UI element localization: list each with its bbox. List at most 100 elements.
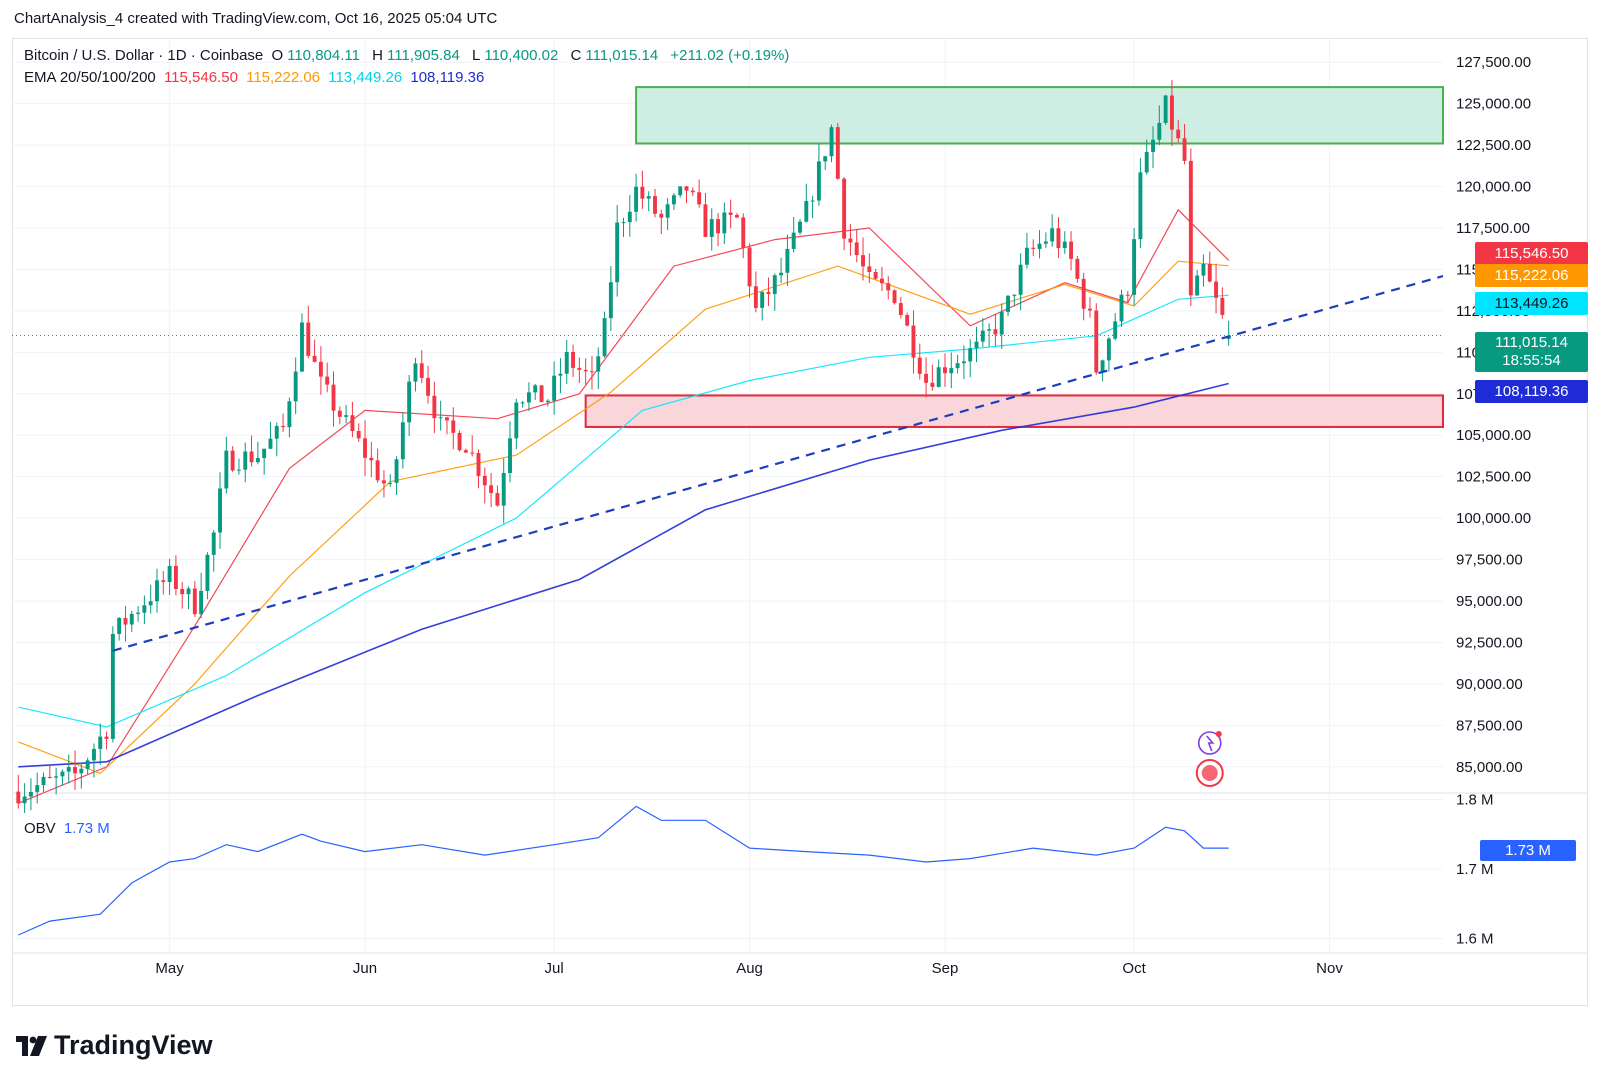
candle-2025-10-12 — [1201, 264, 1206, 276]
ema100-price-tag: 113,449.26 — [1475, 292, 1588, 315]
candle-2025-07-17 — [653, 196, 657, 214]
candle-2025-06-16 — [457, 432, 462, 451]
candle-2025-05-15 — [255, 458, 260, 463]
y-tick-label-117500: 117,500.00 — [1456, 220, 1530, 237]
candle-2025-06-17 — [463, 450, 468, 453]
candle-2025-08-06 — [779, 272, 784, 276]
candle-2025-10-15 — [1220, 297, 1225, 315]
obv-tick-label-0: 1.6 M — [1456, 931, 1494, 948]
candle-2025-07-10 — [608, 282, 613, 319]
candle-2025-08-19 — [861, 255, 865, 267]
candle-2025-04-30 — [161, 580, 166, 583]
candle-2025-06-10 — [419, 363, 424, 378]
candle-2025-07-14 — [634, 186, 639, 212]
candle-2025-08-31 — [936, 367, 941, 387]
candle-2025-05-26 — [325, 376, 330, 385]
candle-2025-09-09 — [993, 329, 998, 335]
candle-2025-05-13 — [243, 451, 248, 470]
candle-2025-05-31 — [356, 431, 361, 439]
candle-2025-05-19 — [281, 425, 286, 428]
candle-2025-09-16 — [1037, 243, 1042, 249]
candle-2025-08-27 — [911, 325, 916, 358]
ema50-price-tag: 115,222.06 — [1475, 264, 1588, 287]
candle-2025-10-11 — [1195, 275, 1200, 296]
candle-2025-06-20 — [482, 475, 487, 486]
chart-caption: ChartAnalysis_4 created with TradingView… — [14, 10, 498, 27]
tradingview-logo[interactable]: TradingView — [16, 1030, 213, 1061]
candle-2025-07-28 — [722, 212, 727, 234]
candle-2025-08-11 — [810, 200, 815, 202]
candle-2025-07-30 — [735, 214, 739, 218]
candle-2025-07-13 — [627, 211, 632, 223]
candle-2025-08-12 — [816, 161, 821, 201]
obv-legend[interactable]: OBV 1.73 M — [24, 820, 114, 837]
candle-2025-10-06 — [1163, 95, 1168, 123]
obv-label[interactable]: OBV — [24, 820, 56, 837]
candle-2025-08-13 — [823, 156, 828, 162]
candle-2025-10-01 — [1132, 239, 1137, 295]
candle-2025-05-05 — [192, 588, 197, 615]
candle-2025-05-14 — [249, 451, 254, 463]
candle-2025-09-22 — [1075, 258, 1080, 279]
y-tick-label-125000: 125,000.00 — [1456, 96, 1531, 113]
candle-2025-06-05 — [388, 482, 393, 484]
ema20-value: 115,546.50 — [163, 69, 238, 86]
candle-2025-05-03 — [180, 588, 185, 595]
candle-2025-06-30 — [545, 400, 550, 403]
candle-2025-08-09 — [798, 221, 802, 233]
y-tick-label-102500: 102,500.00 — [1456, 469, 1531, 486]
candle-2025-09-02 — [949, 368, 954, 374]
ema-label[interactable]: EMA 20/50/100/200 — [24, 69, 156, 86]
candle-2025-06-07 — [400, 422, 405, 460]
candle-2025-04-14 — [60, 771, 65, 777]
high-label: H — [372, 47, 383, 64]
candle-2025-06-27 — [526, 392, 531, 403]
candle-2025-05-09 — [218, 488, 222, 533]
event-dot-icon — [1215, 731, 1222, 737]
candle-2025-08-01 — [747, 247, 752, 287]
candle-2025-09-29 — [1119, 294, 1124, 322]
candle-2025-07-08 — [596, 356, 601, 372]
candle-2025-05-02 — [173, 565, 178, 589]
candle-2025-08-15 — [835, 127, 840, 179]
low-value: 110,400.02 — [484, 47, 559, 64]
candle-2025-04-19 — [91, 748, 96, 761]
candle-2025-05-12 — [236, 469, 241, 471]
candle-2025-07-20 — [671, 195, 676, 205]
candle-2025-09-25 — [1094, 310, 1099, 373]
candle-2025-07-16 — [646, 196, 651, 199]
x-tick-label-jun: Jun — [353, 960, 377, 977]
candle-2025-04-10 — [35, 785, 40, 792]
candle-2025-06-03 — [375, 460, 380, 481]
candle-2025-05-27 — [331, 384, 336, 411]
candle-2025-08-14 — [829, 127, 834, 157]
ema-legend[interactable]: EMA 20/50/100/200 115,546.50 115,222.06 … — [24, 69, 488, 86]
candle-2025-08-10 — [804, 201, 809, 222]
candle-2025-10-13 — [1207, 264, 1212, 282]
candle-2025-07-05 — [577, 367, 582, 370]
candle-2025-07-01 — [552, 375, 557, 401]
candle-2025-06-08 — [407, 381, 412, 423]
candle-2025-07-04 — [571, 351, 576, 368]
candle-2025-04-15 — [66, 767, 71, 772]
candle-2025-08-25 — [898, 303, 903, 315]
candle-2025-09-30 — [1125, 294, 1130, 296]
candle-2025-10-04 — [1151, 139, 1155, 152]
obv-line — [18, 805, 1229, 936]
candle-2025-05-11 — [230, 450, 235, 471]
candle-2025-09-05 — [968, 348, 973, 362]
candle-2025-06-09 — [413, 363, 418, 382]
candle-2025-04-20 — [98, 736, 103, 749]
candle-2025-06-21 — [489, 485, 494, 494]
symbol-name[interactable]: Bitcoin / U.S. Dollar · 1D · Coinbase — [24, 47, 264, 64]
candle-2025-09-10 — [999, 311, 1004, 335]
candle-2025-08-04 — [766, 291, 771, 295]
resistance-zone — [635, 86, 1444, 145]
candle-2025-05-18 — [274, 425, 279, 439]
candle-2025-04-16 — [73, 767, 77, 774]
candle-2025-07-21 — [678, 186, 683, 196]
last-price-value: 111,015.14 — [1495, 334, 1568, 351]
candle-2025-09-04 — [961, 361, 966, 364]
